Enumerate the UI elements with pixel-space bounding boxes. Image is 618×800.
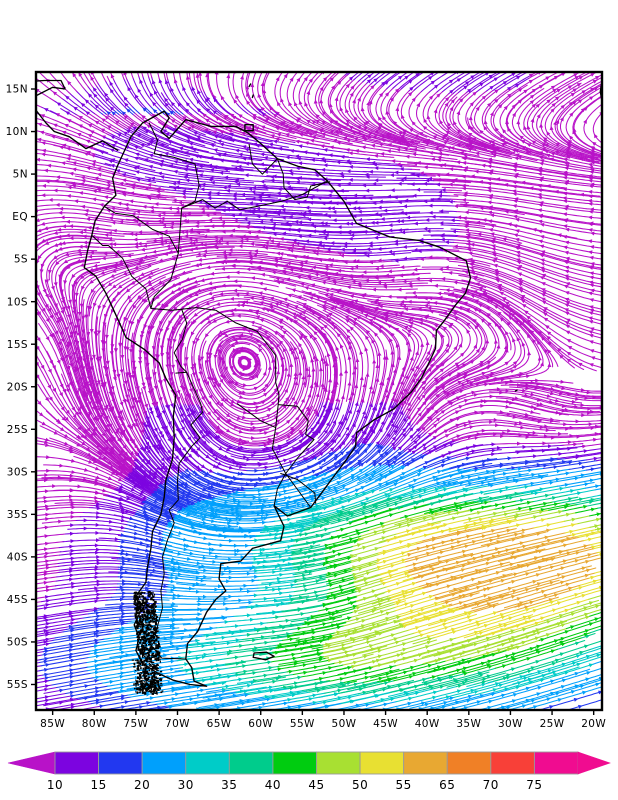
colorbar-swatch-11 xyxy=(533,751,579,775)
streamline-map-panel: 85W 80W 75W 70W 65W 60W 55W 50W 45W 40W 35W 30W 25W 2… xyxy=(5,70,606,730)
plot-frame xyxy=(34,70,604,712)
colorbar-tick-label-7: 50 xyxy=(352,778,368,792)
x-tick-label-12: 25W xyxy=(540,718,565,730)
wind-speed-colorbar-svg: 10 15 20 30 35 40 45 50 55 65 70 75 xyxy=(7,751,611,792)
x-tick-label-10: 35W xyxy=(456,718,481,730)
x-tick-label-3: 70W xyxy=(165,718,190,730)
colorbar-over-arrow xyxy=(577,751,611,775)
y-tick-label-5: 10S xyxy=(7,296,28,308)
colorbar-swatch-10 xyxy=(490,751,535,775)
y-tick-label-13: 50S xyxy=(7,637,28,649)
colorbar-swatch-7 xyxy=(359,751,405,775)
colorbar-tick-label-1: 15 xyxy=(90,778,106,792)
streamline-map-svg: 85W 80W 75W 70W 65W 60W 55W 50W 45W 40W 35W 30W 25W 2… xyxy=(5,70,606,730)
colorbar-tick-label-11: 75 xyxy=(526,778,542,792)
y-tick-label-3: EQ xyxy=(12,211,28,223)
x-tick-label-5: 60W xyxy=(248,718,273,730)
colorbar-under-arrow xyxy=(7,751,56,775)
x-tick-label-13: 20W xyxy=(581,718,606,730)
x-tick-label-6: 55W xyxy=(290,718,315,730)
colorbar-tick-label-6: 45 xyxy=(308,778,324,792)
x-tick-label-0: 85W xyxy=(40,718,65,730)
y-tick-label-2: 5N xyxy=(13,169,28,181)
colorbar-swatch-4 xyxy=(228,751,274,775)
colorbar-swatch-1 xyxy=(98,751,143,775)
y-tick-label-6: 15S xyxy=(7,339,28,351)
patagonia-archipelago xyxy=(131,591,164,695)
x-tick-label-11: 30W xyxy=(498,718,523,730)
colorbar-swatch-8 xyxy=(403,751,448,775)
map-axes: 85W 80W 75W 70W 65W 60W 55W 50W 45W 40W 35W 30W 25W 2… xyxy=(6,70,606,730)
y-tick-label-1: 10N xyxy=(6,126,28,138)
y-tick-label-10: 35S xyxy=(7,509,28,521)
x-tick-label-2: 75W xyxy=(123,718,148,730)
colorbar-tick-label-3: 30 xyxy=(178,778,194,792)
colorbar-tick-label-10: 70 xyxy=(483,778,499,792)
colorbar-swatch-0 xyxy=(54,751,100,775)
colorbar-swatch-3 xyxy=(185,751,230,775)
colorbar-tick-label-2: 20 xyxy=(134,778,150,792)
y-tick-label-8: 25S xyxy=(7,424,28,436)
colorbar-tick-label-4: 35 xyxy=(221,778,237,792)
coastline-layer xyxy=(36,79,602,695)
x-tick-label-9: 40W xyxy=(415,718,440,730)
y-tick-label-12: 45S xyxy=(7,594,28,606)
y-tick-label-11: 40S xyxy=(7,551,28,563)
wind-speed-colorbar-panel: 10 15 20 30 35 40 45 50 55 65 70 75 xyxy=(0,744,618,800)
streamline-field xyxy=(36,72,602,710)
x-tick-label-1: 80W xyxy=(82,718,107,730)
colorbar-tick-label-0: 10 xyxy=(47,778,63,792)
y-tick-label-7: 20S xyxy=(7,381,28,393)
colorbar-swatch-2 xyxy=(141,751,187,775)
x-tick-label-4: 65W xyxy=(207,718,232,730)
x-tick-label-7: 50W xyxy=(331,718,356,730)
y-tick-label-4: 5S xyxy=(14,254,28,266)
colorbar-swatch-6 xyxy=(316,751,361,775)
y-tick-label-14: 55S xyxy=(7,679,28,691)
y-tick-label-9: 30S xyxy=(7,466,28,478)
y-tick-label-0: 15N xyxy=(6,84,28,96)
x-tick-label-8: 45W xyxy=(373,718,398,730)
colorbar-tick-label-9: 65 xyxy=(439,778,455,792)
colorbar-tick-label-5: 40 xyxy=(265,778,281,792)
colorbar-swatch-9 xyxy=(446,751,492,775)
colorbar-tick-label-8: 55 xyxy=(396,778,412,792)
colorbar-swatch-5 xyxy=(272,751,317,775)
